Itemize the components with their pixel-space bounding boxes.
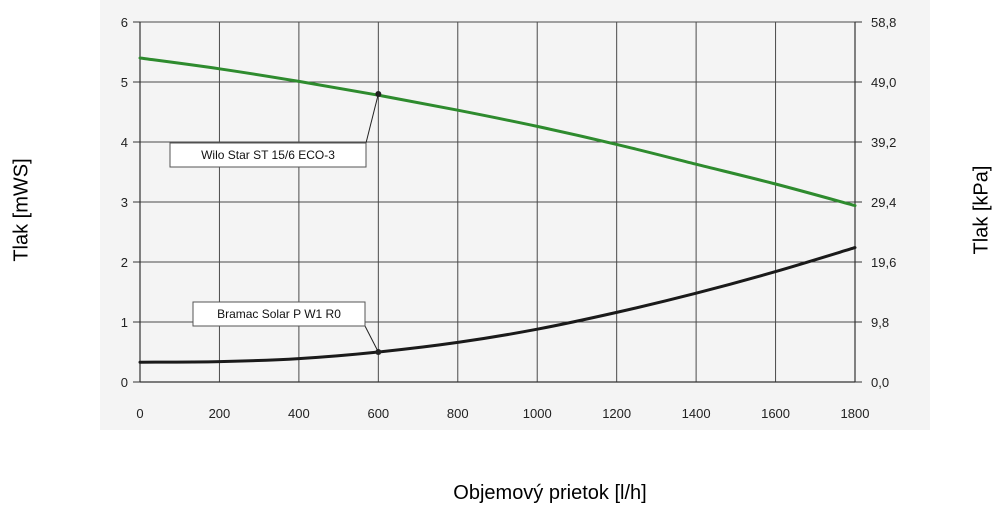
y-right-tick-label: 9,8 [871, 315, 889, 330]
annotation-box [169, 142, 367, 168]
y-right-tick-label: 19,6 [871, 255, 896, 270]
y-left-tick-label: 1 [121, 315, 128, 330]
annotation-box [192, 301, 366, 327]
annotation-point [375, 91, 382, 97]
x-tick-label: 0 [136, 406, 143, 421]
x-tick-label: 400 [288, 406, 310, 421]
x-tick-label: 1800 [841, 406, 870, 421]
x-tick-label: 200 [209, 406, 231, 421]
x-tick-label: 800 [447, 406, 469, 421]
annotation-leader-line [365, 93, 379, 144]
annotation-label: Bramac Solar P W1 R0 [217, 307, 341, 321]
y-left-tick-label: 2 [121, 255, 128, 270]
y-axis-label-left-text: Tlak [mWS] [10, 158, 33, 262]
y-left-tick-label: 6 [121, 15, 128, 30]
series-line-bramac [138, 246, 857, 364]
y-axis-label-left: Tlak [mWS] [2, 120, 42, 300]
x-axis-label: Objemový prietok [l/h] [453, 482, 647, 504]
y-left-tick-label: 5 [121, 75, 128, 90]
y-right-tick-label: 49,0 [871, 75, 896, 90]
series-line-wilo [138, 56, 857, 208]
x-tick-label: 1600 [761, 406, 790, 421]
y-right-tick-label: 58,8 [871, 15, 896, 30]
y-left-tick-label: 3 [121, 195, 128, 210]
x-tick-label: 600 [367, 406, 389, 421]
y-axis-label-right: Tlak [kPa] [962, 120, 1002, 300]
y-axis-label-right-text: Tlak [kPa] [970, 165, 993, 255]
annotation-label: Wilo Star ST 15/6 ECO-3 [201, 148, 335, 162]
annotation-leader-line [364, 325, 379, 353]
y-right-tick-label: 39,2 [871, 135, 896, 150]
x-tick-label: 1400 [682, 406, 711, 421]
annotation-point [375, 349, 382, 355]
y-left-tick-label: 0 [121, 375, 128, 390]
y-left-tick-label: 4 [121, 135, 128, 150]
x-tick-label: 1000 [523, 406, 552, 421]
y-right-tick-label: 0,0 [871, 375, 889, 390]
x-tick-label: 1200 [602, 406, 631, 421]
y-right-tick-label: 29,4 [871, 195, 896, 210]
